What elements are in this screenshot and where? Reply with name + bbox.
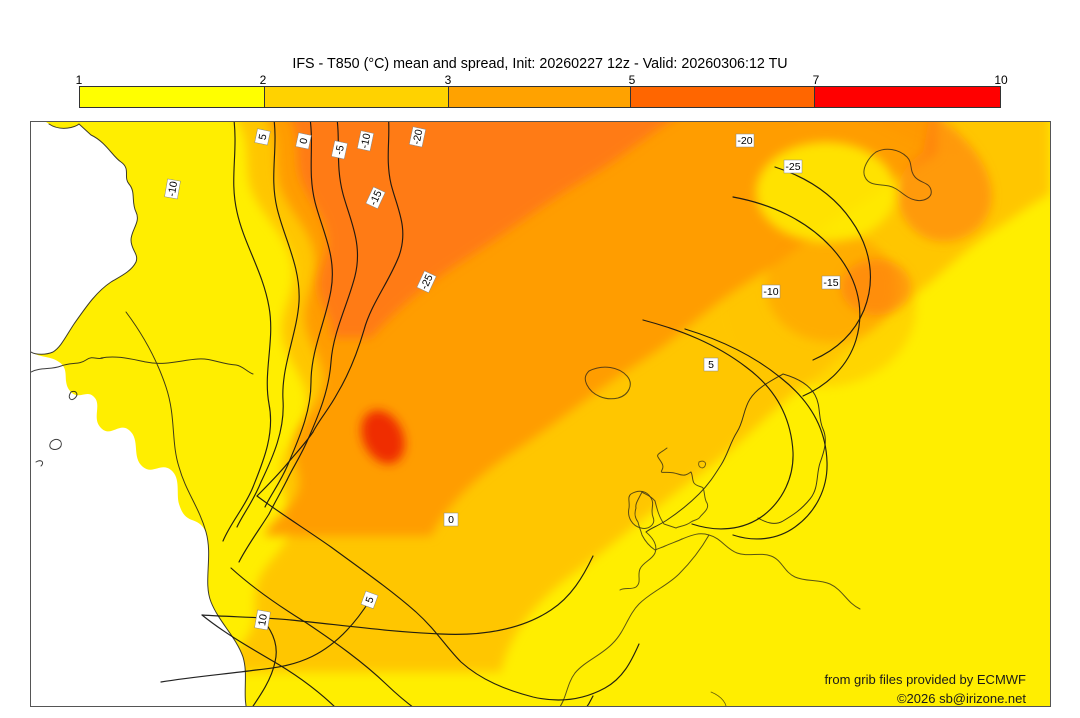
svg-text:-10: -10 [763, 286, 778, 298]
svg-text:©2026 sb@irizone.net: ©2026 sb@irizone.net [897, 691, 1026, 706]
svg-text:-25: -25 [785, 161, 800, 173]
svg-text:5: 5 [708, 359, 714, 371]
svg-text:10: 10 [256, 613, 270, 627]
svg-text:-15: -15 [823, 277, 838, 289]
svg-text:-20: -20 [737, 135, 752, 147]
svg-text:from grib files provided by EC: from grib files provided by ECMWF [824, 672, 1026, 687]
svg-text:0: 0 [448, 514, 454, 526]
